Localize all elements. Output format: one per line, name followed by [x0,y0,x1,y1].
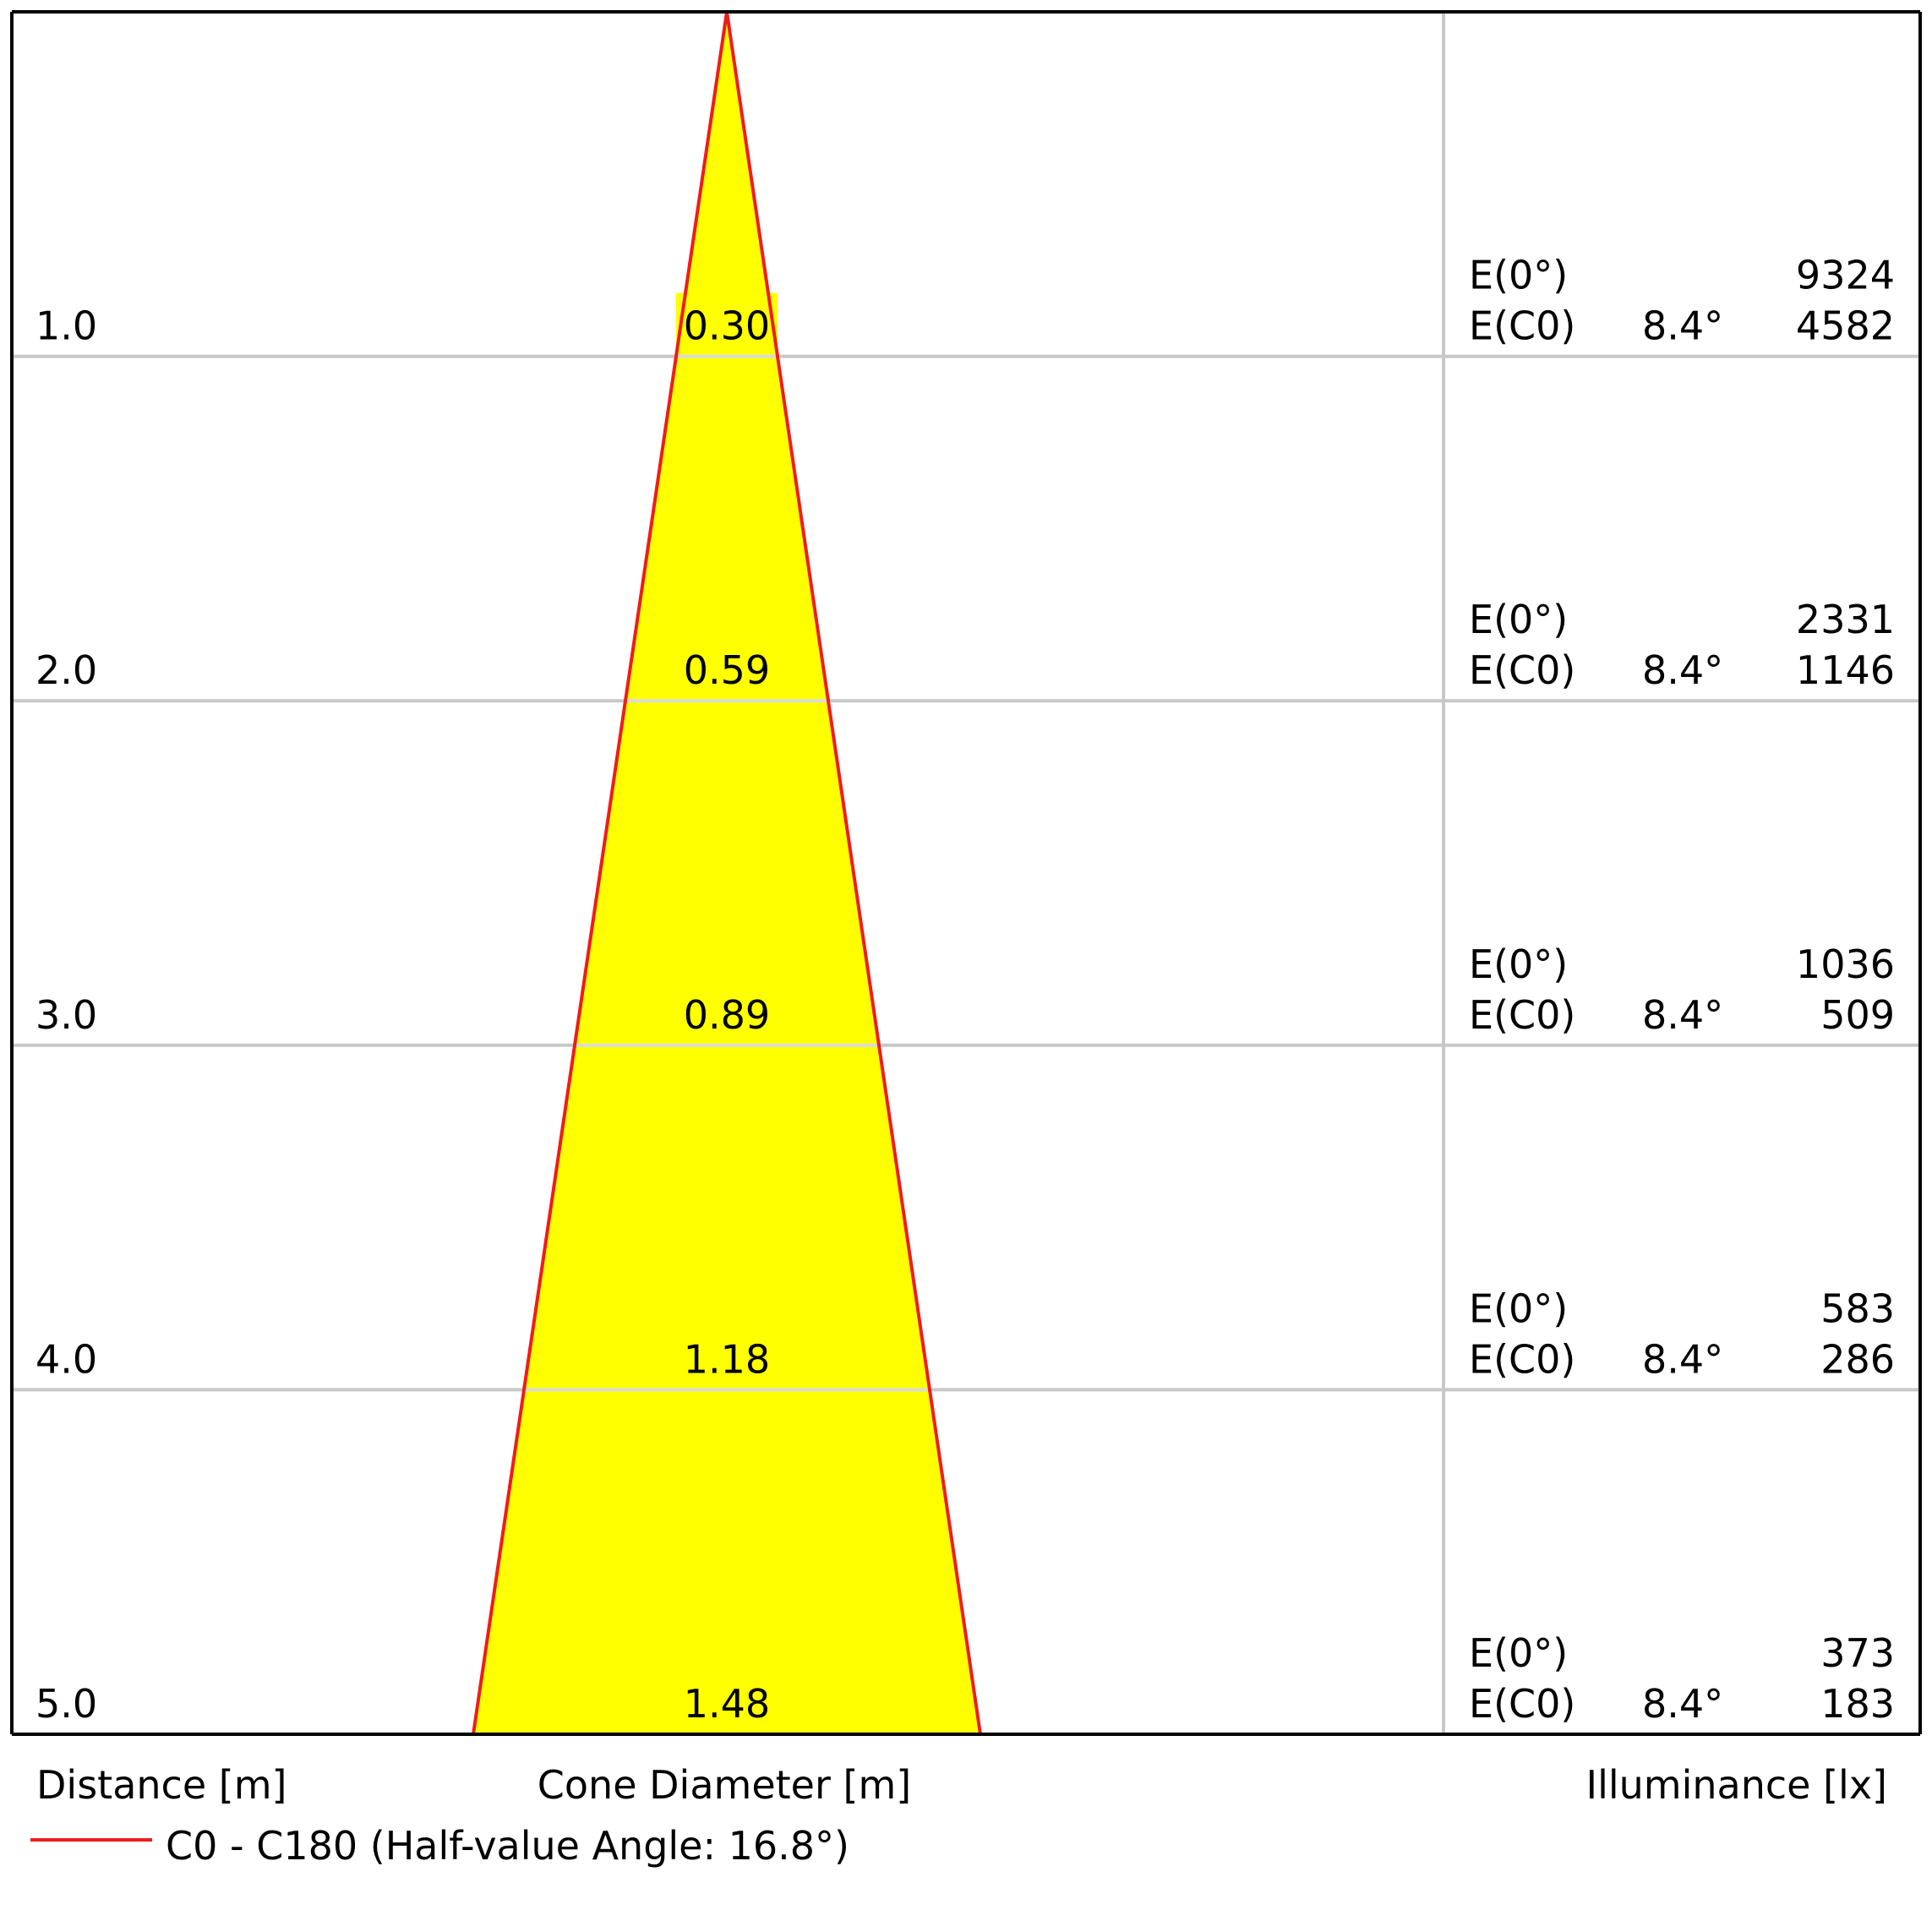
ec0-label: E(C0) [1469,1681,1575,1727]
diameter-label-backgrounds [676,292,778,1727]
e0-label: E(0°) [1469,253,1568,298]
half-angle-value: 8.4° [1642,647,1723,693]
distance-tick-label: 3.0 [35,992,97,1038]
ec0-value: 4582 [1796,303,1895,349]
ec0-label: E(C0) [1469,1336,1575,1382]
diameter-label-bg [676,292,778,349]
half-angle-value: 8.4° [1642,303,1723,349]
grid-lines [12,12,1920,1734]
distance-tick-label: 5.0 [35,1681,97,1727]
diameter-label-bg [676,981,778,1038]
cone-diameter-label: 1.18 [684,1336,770,1382]
diameter-label-bg [676,1671,778,1727]
diameter-axis-label: Cone Diameter [m] [538,1762,911,1808]
e0-value: 373 [1820,1630,1895,1676]
chart-frame [10,10,1922,1736]
half-angle-value: 8.4° [1642,1336,1723,1382]
distance-tick-label: 2.0 [35,647,97,693]
e0-label: E(0°) [1469,941,1568,987]
cone-diameter-label: 0.30 [684,303,770,349]
ec0-label: E(C0) [1469,647,1575,693]
distance-axis-label: Distance [m] [36,1762,287,1808]
ec0-label: E(C0) [1469,303,1575,349]
cone-edge-left [472,11,729,1735]
illuminance-axis-label: Illuminance [lx] [1586,1762,1887,1808]
cone-diameter-label: 0.89 [684,992,770,1038]
e0-label: E(0°) [1469,1630,1568,1676]
distance-tick-label: 4.0 [35,1336,97,1382]
legend-label: C0 - C180 (Half-value Angle: 16.8°) [166,1823,849,1869]
half-angle-value: 8.4° [1642,992,1723,1038]
distance-tick-label: 1.0 [35,303,97,349]
e0-value: 2331 [1796,597,1895,642]
cone-diameter-label: 1.48 [684,1681,770,1727]
cone-diameter-label: 0.59 [684,647,770,693]
half-angle-value: 8.4° [1642,1681,1723,1727]
e0-value: 583 [1820,1285,1895,1331]
row-labels: 1.0 0.30 E(0°) 9324 E(C0) 8.4° 4582 2.0 0.59 E(0°… [35,253,1895,1727]
e0-label: E(0°) [1469,597,1568,642]
diameter-label-bg [676,1326,778,1383]
cone-band-lines [524,354,930,1392]
ec0-value: 509 [1820,992,1895,1038]
diameter-label-bg [676,637,778,694]
e0-value: 1036 [1796,941,1895,987]
e0-label: E(0°) [1469,1285,1568,1331]
beam-cone [473,12,980,1734]
e0-value: 9324 [1796,253,1895,298]
cone-edge-right [725,11,982,1735]
ec0-value: 286 [1820,1336,1895,1382]
ec0-label: E(C0) [1469,992,1575,1038]
ec0-value: 183 [1820,1681,1895,1727]
ec0-value: 1146 [1796,647,1895,693]
